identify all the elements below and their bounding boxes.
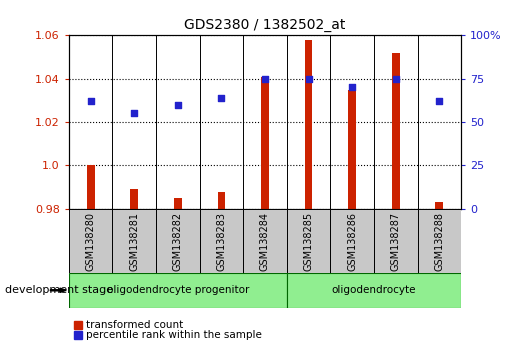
Bar	[418, 209, 461, 273]
Bar	[69, 209, 112, 273]
Point	[174, 102, 182, 108]
Point	[130, 110, 138, 116]
Bar	[330, 209, 374, 273]
Title: GDS2380 / 1382502_at: GDS2380 / 1382502_at	[184, 18, 346, 32]
Bar	[217, 192, 225, 209]
Text: GSM138285: GSM138285	[304, 212, 314, 271]
Bar	[287, 209, 330, 273]
Text: oligodendrocyte: oligodendrocyte	[332, 285, 416, 295]
Bar	[261, 76, 269, 209]
Text: GSM138282: GSM138282	[173, 212, 183, 271]
Point	[86, 98, 95, 104]
Text: transformed count: transformed count	[86, 320, 183, 330]
Bar	[174, 198, 182, 209]
Text: GSM138280: GSM138280	[86, 212, 96, 271]
Text: oligodendrocyte progenitor: oligodendrocyte progenitor	[107, 285, 249, 295]
Text: GSM138287: GSM138287	[391, 212, 401, 271]
Point	[304, 76, 313, 81]
Bar	[69, 273, 287, 308]
Point	[348, 85, 356, 90]
Bar	[243, 209, 287, 273]
Bar	[435, 202, 443, 209]
Text: GSM138286: GSM138286	[347, 212, 357, 271]
Text: GSM138283: GSM138283	[216, 212, 226, 271]
Bar	[200, 209, 243, 273]
Text: development stage: development stage	[5, 285, 113, 295]
Point	[217, 95, 226, 101]
Point	[392, 76, 400, 81]
Bar	[348, 90, 356, 209]
Point	[261, 76, 269, 81]
Bar	[374, 209, 418, 273]
Bar	[112, 209, 156, 273]
Text: GSM138288: GSM138288	[434, 212, 444, 271]
Bar	[130, 189, 138, 209]
Bar	[392, 53, 400, 209]
Bar	[287, 273, 461, 308]
Bar	[156, 209, 200, 273]
Text: GSM138281: GSM138281	[129, 212, 139, 271]
Bar	[87, 165, 95, 209]
Text: percentile rank within the sample: percentile rank within the sample	[86, 330, 262, 340]
Text: GSM138284: GSM138284	[260, 212, 270, 271]
Point	[435, 98, 444, 104]
Bar	[305, 40, 313, 209]
